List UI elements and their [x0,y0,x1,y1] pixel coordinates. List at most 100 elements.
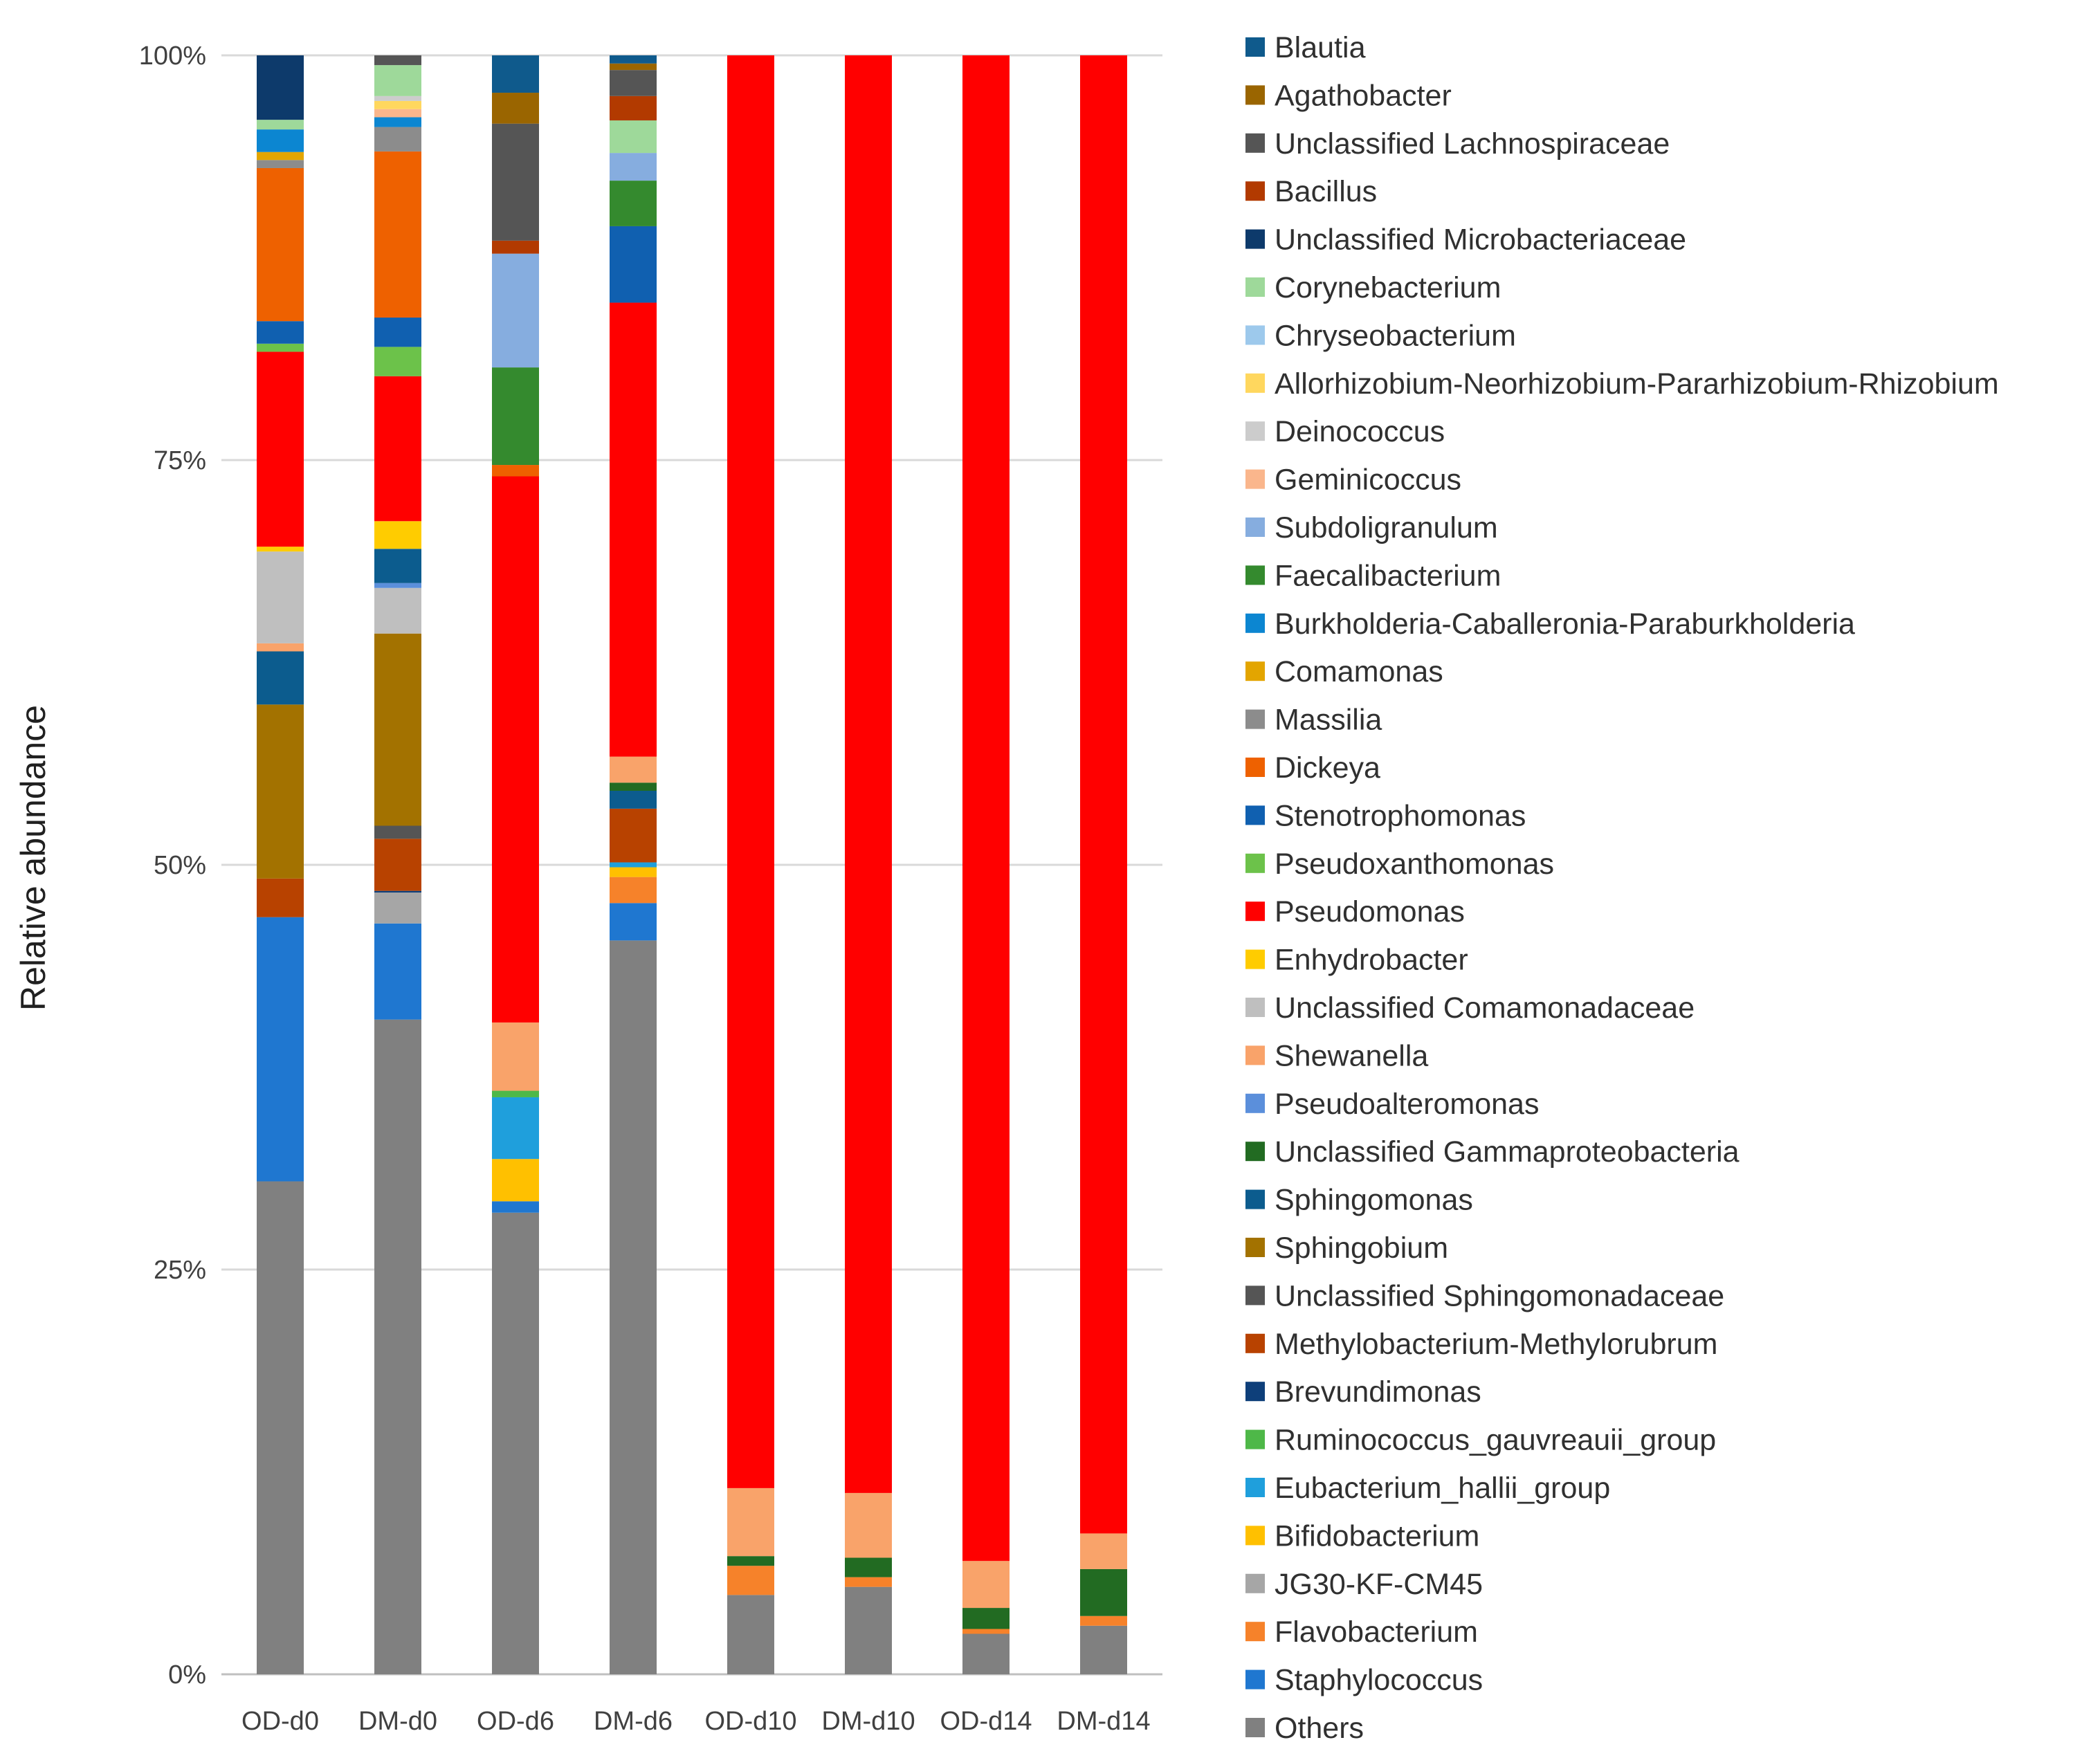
legend-swatch [1245,85,1265,105]
bar-segment [374,892,421,924]
legend-swatch [1245,805,1265,825]
legend-item: Massilia [1245,704,1382,737]
legend-item: Agathobacter [1245,79,1452,112]
y-tick-label: 100% [139,42,206,71]
legend-item: Staphylococcus [1245,1664,1483,1697]
legend-swatch [1245,229,1265,249]
bar-segment [962,1633,1010,1674]
bar-segment [845,1492,892,1558]
legend-swatch [1245,709,1265,729]
legend-item: Unclassified Microbacteriaceae [1245,223,1686,257]
bar-segment [492,1201,539,1213]
bar-segment [492,253,539,368]
bar-segment [610,226,657,303]
legend-swatch [1245,518,1265,537]
bar-segment [374,100,421,109]
legend-label: Blautia [1275,31,1366,64]
legend-item: Methylobacterium-Methylorubrum [1245,1328,1717,1361]
legend-swatch [1245,1429,1265,1449]
legend-item: Pseudomonas [1245,895,1465,928]
legend-label: Others [1275,1712,1364,1745]
bar-segment [845,55,892,1493]
legend-item: Unclassified Gammaproteobacteria [1245,1135,1740,1169]
bar-segment [257,55,304,120]
legend-label: Allorhizobium-Neorhizobium-Pararhizobium… [1275,367,1999,401]
legend-swatch [1245,325,1265,345]
legend-label: Methylobacterium-Methylorubrum [1275,1328,1717,1361]
legend-item: Corynebacterium [1245,271,1501,304]
legend-item: Bifidobacterium [1245,1519,1479,1553]
bar-segment [610,120,657,154]
bar-segment [374,587,421,634]
legend-item: Pseudoalteromonas [1245,1088,1539,1121]
bar-segment [374,890,421,893]
bar-segment [374,549,421,583]
legend-label: JG30-KF-CM45 [1275,1568,1483,1601]
bar-segment [1080,1615,1127,1626]
bar-segment [610,808,657,863]
legend-swatch [1245,1045,1265,1065]
bar-segment [492,1159,539,1202]
bar-segment [727,1487,774,1557]
bar-segment [257,152,304,161]
bar-segment [257,551,304,643]
legend-item: Others [1245,1712,1364,1745]
bar-segment [492,1097,539,1160]
legend-swatch [1245,133,1265,153]
legend-label: Pseudoxanthomonas [1275,848,1554,881]
bar-segment [492,476,539,1023]
x-axis-tick-labels: OD-d0 DM-d0 OD-d6 DM-d6 OD-d10 DM-d10 OD-d14 DM… [241,1707,1151,1736]
legend-item: Allorhizobium-Neorhizobium-Pararhizobium… [1245,367,1999,401]
legend-swatch [1245,373,1265,393]
legend-swatch [1245,37,1265,57]
legend-label: Unclassified Gammaproteobacteria [1275,1135,1740,1169]
bar-segment [257,129,304,152]
legend-item: Ruminococcus_gauvreauii_group [1245,1424,1716,1457]
legend-label: Unclassified Microbacteriaceae [1275,223,1686,257]
bar-segment [257,343,304,352]
legend-label: Burkholderia-Caballeronia-Paraburkholder… [1275,607,1855,641]
legend-item: Stenotrophomonas [1245,799,1526,832]
legend-label: Comamonas [1275,655,1443,688]
bar-segment [962,1608,1010,1629]
bar-segment [374,151,421,318]
legend-label: Corynebacterium [1275,271,1501,304]
legend-label: Pseudoalteromonas [1275,1088,1539,1121]
bar-segment [257,704,304,879]
bars [257,55,1127,1674]
bar-segment [1080,55,1127,1534]
bar-segment [610,55,657,64]
bar-segment [257,917,304,1182]
legend-label: Faecalibacterium [1275,559,1501,592]
bar-segment [374,521,421,549]
legend-item: Chryseobacterium [1245,319,1516,352]
y-axis-title: Relative abundance [14,705,53,1011]
bar-segment [610,862,657,868]
legend-item: Eubacterium_hallii_group [1245,1472,1610,1505]
x-tick-label: OD-d6 [477,1707,554,1736]
x-tick-label: DM-d6 [594,1707,673,1736]
bar-segment [727,1566,774,1595]
bar-segment [257,321,304,344]
bar-segment [257,1181,304,1674]
bar-segment [374,109,421,118]
bar-segment [845,1586,892,1674]
legend-item: Burkholderia-Caballeronia-Paraburkholder… [1245,607,1855,641]
bar-segment [492,367,539,466]
bar-segment [374,318,421,347]
y-axis-tick-labels: 0% 25% 50% 75% 100% [139,42,206,1690]
legend-swatch [1245,1382,1265,1402]
legend-label: Stenotrophomonas [1275,799,1526,832]
legend-swatch [1245,901,1265,922]
bar-segment [257,878,304,917]
legend-item: Deinococcus [1245,415,1445,448]
bar-segment [610,790,657,809]
y-tick-label: 50% [154,851,206,880]
legend-item: Shewanella [1245,1039,1428,1072]
legend-label: Bacillus [1275,175,1377,208]
legend-swatch [1245,421,1265,441]
legend-swatch [1245,565,1265,585]
legend-label: Brevundimonas [1275,1375,1481,1409]
bar-segment [257,167,304,322]
legend-label: Pseudomonas [1275,895,1465,928]
